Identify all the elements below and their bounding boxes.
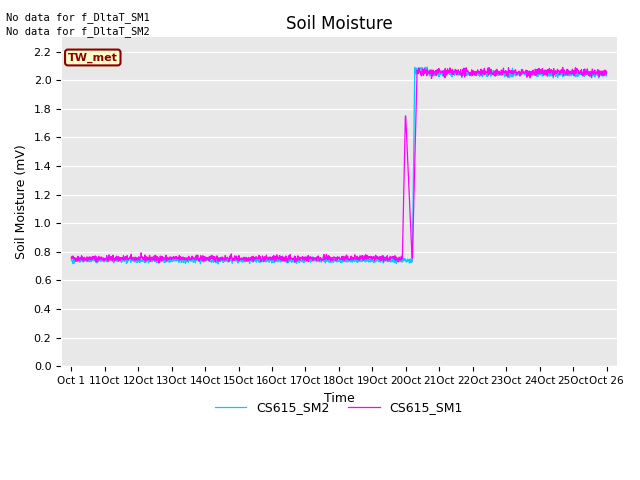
CS615_SM2 <box>214 261 222 267</box>
Text: No data for f_DltaT_SM2: No data for f_DltaT_SM2 <box>6 26 150 37</box>
CS615_SM1 <box>77 256 85 262</box>
CS615_SM1 <box>342 254 349 260</box>
CS615_SM2 <box>603 73 611 79</box>
Title: Soil Moisture: Soil Moisture <box>285 15 392 33</box>
CS615_SM2 <box>342 256 349 262</box>
CS615_SM2 <box>437 72 445 77</box>
CS615_SM1 <box>67 255 75 261</box>
Text: TW_met: TW_met <box>68 52 118 62</box>
Text: No data for f_DltaT_SM1: No data for f_DltaT_SM1 <box>6 12 150 23</box>
X-axis label: Time: Time <box>324 392 355 405</box>
CS615_SM1 <box>310 255 317 261</box>
CS615_SM2 <box>310 257 317 263</box>
CS615_SM2 <box>569 68 577 74</box>
CS615_SM1 <box>603 69 611 74</box>
CS615_SM1 <box>559 65 566 71</box>
CS615_SM2 <box>163 258 171 264</box>
CS615_SM2 <box>77 254 85 260</box>
CS615_SM1 <box>163 254 171 260</box>
CS615_SM1 <box>436 70 444 76</box>
CS615_SM1 <box>155 260 163 266</box>
Legend: CS615_SM2, CS615_SM1: CS615_SM2, CS615_SM1 <box>210 396 468 420</box>
Line: CS615_SM1: CS615_SM1 <box>71 68 607 263</box>
Line: CS615_SM2: CS615_SM2 <box>71 67 607 264</box>
CS615_SM2 <box>67 257 75 263</box>
CS615_SM2 <box>423 64 431 70</box>
Y-axis label: Soil Moisture (mV): Soil Moisture (mV) <box>15 144 28 259</box>
CS615_SM1 <box>569 70 577 76</box>
